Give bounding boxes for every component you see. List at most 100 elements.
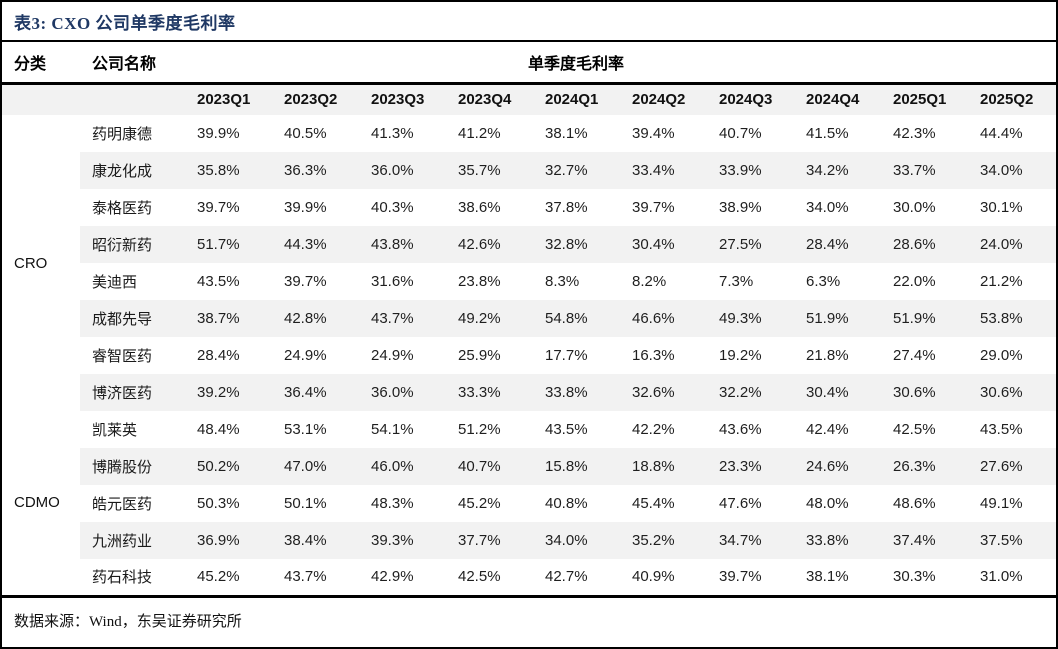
margin-value-cell-2025Q2: 24.0% (969, 226, 1056, 263)
margin-value-cell-2023Q1: 48.4% (197, 421, 240, 438)
margin-value-cell-2024Q4: 51.9% (795, 300, 882, 337)
category-column-header: 分类 (2, 42, 80, 85)
quarter-header-2024Q4: 2024Q4 (795, 83, 882, 115)
margin-value-cell-2024Q2: 39.4% (632, 125, 675, 142)
margin-value-cell-2024Q4: 24.6% (795, 448, 882, 485)
margin-value-cell-2024Q4: 34.0% (806, 199, 849, 216)
margin-value-cell-2023Q2: 47.0% (273, 448, 360, 485)
company-name-cell: 药明康德 (92, 127, 153, 143)
margin-value-cell-2024Q4: 33.8% (795, 522, 882, 559)
table-row: 美迪西 43.5% 39.7% 31.6% 23.8% 8.3% 8.2% 7.3% 6.3% 2… (2, 263, 1056, 300)
margin-value-cell-2025Q2: 53.8% (969, 300, 1056, 337)
margin-value-cell-2023Q4: 37.7% (447, 522, 534, 559)
company-name-cell: 凯莱英 (92, 423, 138, 439)
margin-value-cell-2023Q4: 42.6% (447, 226, 534, 263)
margin-value-cell-2025Q1: 42.5% (893, 421, 936, 438)
margin-value-cell-2023Q2: 24.9% (284, 347, 327, 364)
quarter-header-2023Q2: 2023Q2 (273, 83, 360, 115)
quarter-header-2023Q1: 2023Q1 (186, 83, 273, 115)
margin-value-cell-2023Q3: 36.0% (360, 152, 447, 189)
table-row: CRO 药明康德 39.9% 40.5% 41.3% 41.2% 38.1% 39.4% 40.… (2, 115, 1056, 411)
margin-value-cell-2023Q3: 41.3% (371, 125, 414, 142)
margin-value-cell-2024Q2: 39.7% (632, 199, 675, 216)
margin-value-cell-2023Q1: 50.3% (197, 495, 240, 512)
margin-value-cell-2025Q1: 37.4% (882, 522, 969, 559)
margin-value-cell-2025Q2: 30.6% (969, 374, 1056, 411)
table-title-bar: 表3: CXO 公司单季度毛利率 (2, 2, 1056, 42)
margin-value-cell-2025Q2: 34.0% (969, 152, 1056, 189)
table-row: 康龙化成 35.8% 36.3% 36.0% 35.7% 32.7% 33.4% 33.9% 3… (2, 152, 1056, 189)
margin-value-cell-2024Q4: 42.4% (806, 421, 849, 438)
margin-value-cell-2024Q4: 30.4% (795, 374, 882, 411)
margin-value-cell-2024Q3: 39.7% (719, 568, 762, 586)
company-name-cell: 博腾股份 (80, 448, 186, 485)
margin-value-cell-2024Q4: 34.2% (795, 152, 882, 189)
margin-value-cell-2023Q3: 43.8% (360, 226, 447, 263)
margin-value-cell-2025Q2: 29.0% (980, 347, 1023, 364)
margin-value-cell-2024Q3: 49.3% (708, 300, 795, 337)
margin-value-cell-2023Q3: 31.6% (371, 273, 414, 290)
quarter-header-2025Q1: 2025Q1 (882, 83, 969, 115)
margin-value-cell-2023Q1: 43.5% (197, 273, 240, 290)
margin-value-cell-2024Q3: 43.6% (719, 421, 762, 438)
margin-value-cell-2025Q2: 27.6% (969, 448, 1056, 485)
company-name-cell: 博济医药 (80, 374, 186, 411)
margin-value-cell-2023Q2: 44.3% (273, 226, 360, 263)
margin-value-cell-2024Q1: 34.0% (534, 522, 621, 559)
margin-value-cell-2024Q1: 15.8% (534, 448, 621, 485)
column-header-row: 分类 公司名称 单季度毛利率 (2, 42, 1056, 85)
margin-value-cell-2023Q2: 42.8% (273, 300, 360, 337)
margin-value-cell-2023Q1: 28.4% (197, 347, 240, 364)
margin-value-cell-2025Q1: 30.0% (893, 199, 936, 216)
margin-value-cell-2023Q3: 46.0% (360, 448, 447, 485)
margin-value-cell-2023Q4: 33.3% (447, 374, 534, 411)
quarter-header-spacer (2, 83, 186, 115)
table-row: 睿智医药 28.4% 24.9% 24.9% 25.9% 17.7% 16.3% 19.2% 2… (2, 337, 1056, 374)
margin-value-cell-2024Q1: 32.8% (534, 226, 621, 263)
margin-value-cell-2024Q2: 45.4% (632, 495, 675, 512)
margin-value-cell-2023Q2: 39.9% (284, 199, 327, 216)
margin-value-cell-2025Q2: 44.4% (980, 125, 1023, 142)
margin-value-cell-2024Q2: 32.6% (621, 374, 708, 411)
margin-value-cell-2024Q3: 27.5% (708, 226, 795, 263)
margin-value-cell-2023Q3: 24.9% (371, 347, 414, 364)
margin-value-cell-2024Q1: 42.7% (545, 568, 588, 586)
margin-value-cell-2025Q1: 42.3% (893, 125, 936, 142)
quarter-header-2023Q4: 2023Q4 (447, 83, 534, 115)
margin-value-cell-2024Q2: 30.4% (621, 226, 708, 263)
company-name-cell: 昭衍新药 (80, 226, 186, 263)
table-row: 药石科技 45.2% 43.7% 42.9% 42.5% 42.7% 40.9% 39.7% 3… (2, 559, 1056, 596)
company-name-cell: 皓元医药 (92, 497, 153, 513)
margin-value-cell-2024Q2: 46.6% (621, 300, 708, 337)
margin-value-cell-2023Q1: 51.7% (186, 226, 273, 263)
company-name-cell: 泰格医药 (92, 201, 153, 217)
company-column-header: 公司名称 (80, 42, 186, 85)
margin-value-cell-2023Q1: 39.9% (197, 125, 240, 142)
table-row: 博腾股份 50.2% 47.0% 46.0% 40.7% 15.8% 18.8% 23.3% 2… (2, 448, 1056, 485)
margin-value-cell-2023Q3: 43.7% (360, 300, 447, 337)
margin-value-cell-2024Q1: 33.8% (534, 374, 621, 411)
quarter-header-2024Q2: 2024Q2 (621, 83, 708, 115)
margin-value-cell-2023Q1: 50.2% (186, 448, 273, 485)
margin-value-cell-2024Q3: 34.7% (708, 522, 795, 559)
margin-value-cell-2024Q1: 32.7% (534, 152, 621, 189)
margin-value-cell-2024Q1: 8.3% (545, 273, 580, 290)
margin-value-cell-2024Q1: 17.7% (545, 347, 588, 364)
company-name-cell: 美迪西 (92, 275, 138, 291)
margin-value-cell-2023Q2: 53.1% (284, 421, 327, 438)
margin-value-cell-2024Q3: 33.9% (708, 152, 795, 189)
table-row: 博济医药 39.2% 36.4% 36.0% 33.3% 33.8% 32.6% 32.2% 3… (2, 374, 1056, 411)
category-cell-cro: CRO (2, 115, 80, 411)
margin-value-cell-2024Q4: 6.3% (806, 273, 841, 290)
margin-value-cell-2024Q1: 38.1% (545, 125, 588, 142)
company-name-cell: 康龙化成 (80, 152, 186, 189)
margin-value-cell-2025Q1: 30.6% (882, 374, 969, 411)
margin-value-cell-2023Q3: 40.3% (371, 199, 414, 216)
margin-value-cell-2024Q3: 40.7% (719, 125, 762, 142)
quarter-header-2024Q1: 2024Q1 (534, 83, 621, 115)
margin-value-cell-2024Q4: 21.8% (806, 347, 849, 364)
table-row: 皓元医药 50.3% 50.1% 48.3% 45.2% 40.8% 45.4% 47.6% 4… (2, 485, 1056, 522)
margin-value-cell-2023Q1: 35.8% (186, 152, 273, 189)
margin-value-cell-2023Q4: 45.2% (458, 495, 501, 512)
